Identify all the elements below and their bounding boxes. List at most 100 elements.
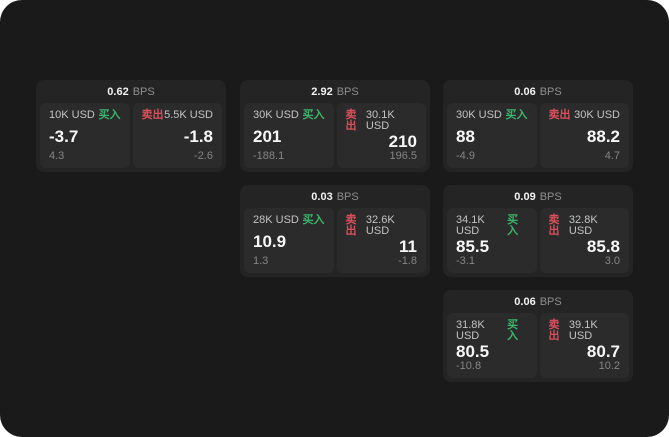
sell-panel[interactable]: 卖出 39.1K USD 80.7 10.2: [539, 313, 629, 378]
quote-card: 0.06 BPS 31.8K USD 买入 80.5 -10.8 卖出 39.1…: [443, 290, 633, 382]
buy-label: 买入: [98, 109, 121, 121]
sell-size: 5.5K USD: [164, 109, 213, 121]
sell-size: 30K USD: [574, 109, 620, 121]
spread-value: 0.03: [311, 190, 333, 203]
sell-panel[interactable]: 卖出 30K USD 88.2 4.7: [539, 103, 629, 168]
spread-unit: BPS: [132, 85, 155, 98]
quote-card: 0.03 BPS 28K USD 买入 10.9 1.3 卖出 32.6K US…: [240, 185, 430, 277]
sell-panel[interactable]: 卖出 32.8K USD 85.8 3.0: [539, 208, 629, 273]
quote-panels: 34.1K USD 买入 85.5 -3.1 卖出 32.8K USD 85.8…: [443, 208, 633, 277]
sell-size: 39.1K USD: [568, 319, 598, 342]
sell-label: 卖出: [548, 109, 571, 121]
buy-price: 88: [456, 126, 475, 146]
sell-panel[interactable]: 卖出 5.5K USD -1.8 -2.6: [132, 103, 222, 168]
buy-size: 30K USD: [253, 109, 299, 121]
sell-size: 32.6K USD: [365, 214, 395, 237]
buy-panel[interactable]: 10K USD 买入 -3.7 4.3: [40, 103, 130, 168]
buy-price: 85.5: [456, 237, 490, 256]
buy-delta: -4.9: [456, 150, 475, 162]
buy-panel[interactable]: 31.8K USD 买入 80.5 -10.8: [447, 313, 537, 378]
buy-label: 买入: [302, 214, 325, 226]
buy-price: 10.9: [253, 231, 287, 251]
quote-panels: 30K USD 买入 201 -188.1 卖出 30.1K USD 210 1…: [240, 103, 430, 172]
spread-header: 0.06 BPS: [443, 290, 633, 313]
sell-label: 卖出: [345, 214, 357, 237]
spread-header: 2.92 BPS: [240, 80, 430, 103]
spread-header: 0.03 BPS: [240, 185, 430, 208]
buy-delta: -188.1: [253, 150, 285, 162]
buy-panel-top: 34.1K USD 买入: [456, 215, 528, 237]
sell-size: 30.1K USD: [365, 109, 395, 132]
buy-size: 31.8K USD: [456, 319, 485, 342]
quote-card: 0.06 BPS 30K USD 买入 88 -4.9 卖出 30K USD 8…: [443, 80, 633, 172]
sell-label: 卖出: [345, 109, 357, 132]
sell-delta: -2.6: [194, 150, 213, 162]
quote-card: 0.62 BPS 10K USD 买入 -3.7 4.3 卖出 5.5K USD…: [36, 80, 226, 172]
sell-panel-top: 卖出 32.8K USD: [549, 215, 621, 237]
buy-label: 买入: [507, 214, 519, 237]
buy-size: 30K USD: [456, 109, 502, 121]
buy-panel[interactable]: 34.1K USD 买入 85.5 -3.1: [447, 208, 537, 273]
sell-price: -1.8: [183, 126, 213, 146]
sell-delta: 196.5: [389, 150, 417, 162]
sell-delta: 4.7: [604, 150, 620, 162]
spread-value: 0.06: [514, 295, 536, 308]
buy-panel[interactable]: 28K USD 买入 10.9 1.3: [244, 208, 334, 273]
buy-panel-top: 30K USD 买入: [253, 110, 325, 121]
buy-panel-top: 30K USD 买入: [456, 110, 528, 121]
buy-price: 80.5: [456, 342, 490, 361]
sell-price: 11: [399, 237, 417, 256]
buy-panel-top: 10K USD 买入: [49, 110, 121, 121]
buy-panel[interactable]: 30K USD 买入 88 -4.9: [447, 103, 537, 168]
sell-panel-top: 卖出 5.5K USD: [142, 110, 214, 121]
quote-panels: 30K USD 买入 88 -4.9 卖出 30K USD 88.2 4.7: [443, 103, 633, 172]
buy-price: -3.7: [49, 126, 79, 146]
buy-panel-top: 28K USD 买入: [253, 215, 325, 226]
sell-size: 32.8K USD: [568, 214, 598, 237]
buy-price: 201: [253, 126, 282, 146]
spread-unit: BPS: [336, 85, 359, 98]
sell-label: 卖出: [141, 109, 164, 121]
quote-card: 0.09 BPS 34.1K USD 买入 85.5 -3.1 卖出 32.8K…: [443, 185, 633, 277]
sell-panel-top: 卖出 30.1K USD: [346, 110, 418, 132]
sell-panel-top: 卖出 39.1K USD: [549, 320, 621, 342]
sell-delta: 10.2: [598, 360, 620, 372]
sell-label: 卖出: [548, 319, 560, 342]
spread-value: 0.62: [107, 85, 129, 98]
spread-unit: BPS: [539, 190, 562, 203]
sell-panel[interactable]: 卖出 32.6K USD 11 -1.8: [336, 208, 426, 273]
buy-delta: 1.3: [253, 255, 269, 267]
sell-panel[interactable]: 卖出 30.1K USD 210 196.5: [336, 103, 426, 168]
quote-panels: 31.8K USD 买入 80.5 -10.8 卖出 39.1K USD 80.…: [443, 313, 633, 382]
quote-panels: 28K USD 买入 10.9 1.3 卖出 32.6K USD 11 -1.8: [240, 208, 430, 277]
sell-delta: 3.0: [604, 255, 620, 267]
buy-size: 10K USD: [49, 109, 95, 121]
spread-value: 2.92: [311, 85, 333, 98]
sell-price: 80.7: [586, 342, 620, 361]
sell-price: 85.8: [586, 237, 620, 256]
buy-delta: 4.3: [49, 150, 65, 162]
buy-label: 买入: [507, 319, 519, 342]
sell-price: 88.2: [586, 126, 620, 146]
buy-panel[interactable]: 30K USD 买入 201 -188.1: [244, 103, 334, 168]
quote-card: 2.92 BPS 30K USD 买入 201 -188.1 卖出 30.1K …: [240, 80, 430, 172]
buy-label: 买入: [302, 109, 325, 121]
sell-price: 210: [388, 132, 417, 151]
spread-unit: BPS: [539, 85, 562, 98]
buy-delta: -10.8: [456, 360, 482, 372]
spread-value: 0.09: [514, 190, 536, 203]
spread-header: 0.06 BPS: [443, 80, 633, 103]
spread-value: 0.06: [514, 85, 536, 98]
spread-unit: BPS: [336, 190, 359, 203]
spread-header: 0.09 BPS: [443, 185, 633, 208]
sell-panel-top: 卖出 30K USD: [549, 110, 621, 121]
sell-label: 卖出: [548, 214, 560, 237]
buy-delta: -3.1: [456, 255, 475, 267]
buy-size: 28K USD: [253, 214, 299, 226]
quote-panels: 10K USD 买入 -3.7 4.3 卖出 5.5K USD -1.8 -2.…: [36, 103, 226, 172]
buy-label: 买入: [505, 109, 528, 121]
spread-unit: BPS: [539, 295, 562, 308]
buy-panel-top: 31.8K USD 买入: [456, 320, 528, 342]
sell-delta: -1.8: [398, 255, 417, 267]
